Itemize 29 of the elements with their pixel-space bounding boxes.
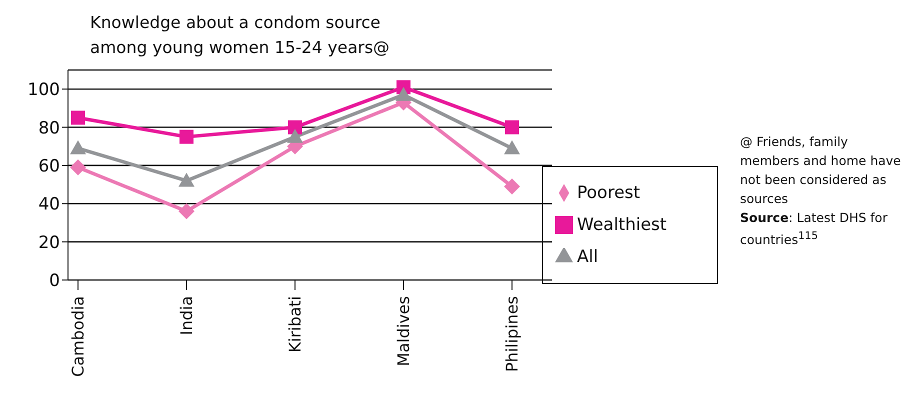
chart-title: Knowledge about a condom source among young women 15-24 years@ [90, 12, 391, 59]
y-tick-label: 100 [28, 80, 60, 100]
point [70, 159, 86, 176]
point [287, 128, 303, 143]
x-tick-label: Cambodia [68, 296, 88, 377]
y-tick-label: 60 [38, 156, 60, 176]
x-tick-label: Maldives [394, 296, 413, 366]
legend-label: Wealthiest [577, 215, 667, 235]
legend-label: All [577, 247, 598, 267]
y-tick-label: 80 [38, 118, 60, 138]
text: @ Friends, family members and home have not been considered as sources [740, 133, 902, 208]
source-note: Source: Latest DHS for countries$^{115}$ [740, 210, 888, 248]
x-tick-label: India [177, 296, 196, 336]
x-tick-label: Kiribati [286, 296, 304, 353]
point [180, 130, 194, 144]
point [178, 203, 194, 220]
point [504, 178, 520, 194]
point [70, 140, 86, 154]
point [71, 110, 85, 125]
y-tick-label: 0 [49, 271, 60, 292]
x-tick-label: Philipines [502, 296, 522, 372]
legend-label: Poorest [577, 183, 640, 203]
y-tick-label: 20 [38, 232, 60, 253]
point [504, 140, 520, 154]
point [178, 172, 194, 187]
point [505, 120, 519, 134]
point [288, 120, 302, 134]
point [396, 86, 412, 101]
y-tick-label: 40 [38, 194, 60, 215]
